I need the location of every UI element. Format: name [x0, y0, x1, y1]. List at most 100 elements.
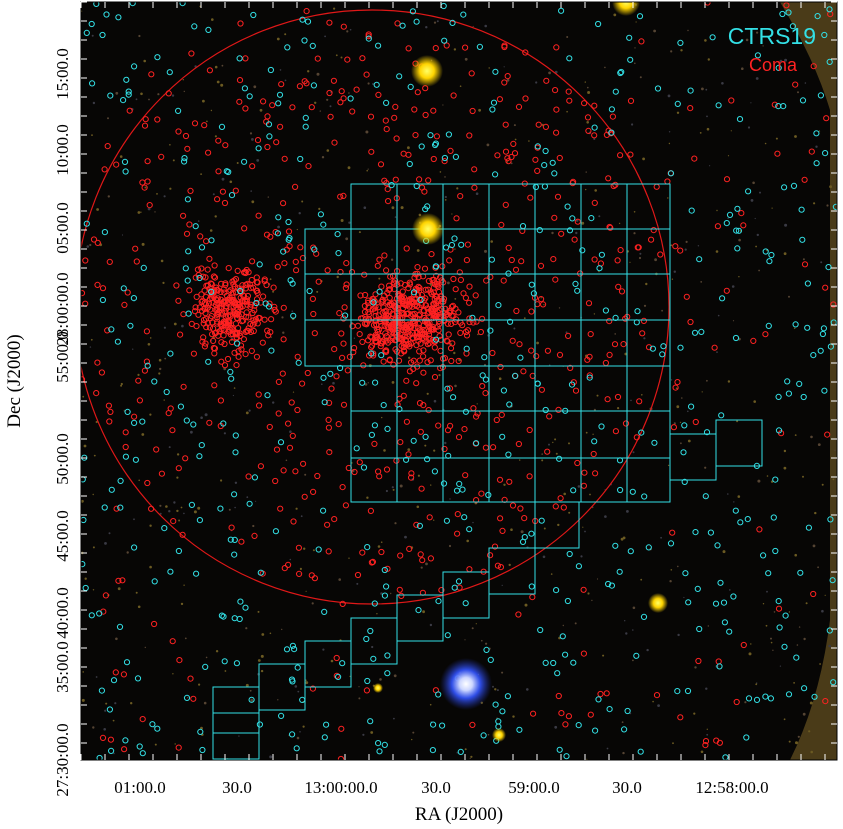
coma-marker [383, 337, 390, 344]
coma-marker [385, 198, 392, 205]
faint-star [834, 449, 836, 451]
coma-marker [740, 641, 747, 649]
ctrs19-marker [645, 544, 652, 551]
coma-marker [386, 357, 393, 364]
faint-star [668, 131, 671, 133]
faint-star [168, 446, 171, 449]
coma-marker [273, 139, 280, 146]
coma-marker [462, 328, 470, 336]
faint-star [140, 211, 142, 213]
coma-marker [441, 158, 448, 165]
faint-star [353, 337, 356, 339]
coma-marker [533, 353, 540, 360]
survey-tile [212, 686, 260, 734]
faint-star [184, 637, 187, 640]
faint-star [256, 159, 260, 162]
coma-marker [239, 282, 246, 289]
coma-marker [242, 285, 249, 292]
y-axis-title: Dec (J2000) [4, 334, 25, 427]
ctrs19-marker [602, 307, 610, 314]
coma-marker [394, 306, 402, 313]
faint-star [392, 488, 395, 491]
faint-star [750, 102, 752, 104]
coma-marker [341, 304, 348, 311]
bright-star [648, 593, 668, 613]
ctrs19-marker [606, 706, 613, 713]
ctrs19-marker [384, 670, 391, 677]
faint-star [752, 181, 755, 185]
coma-marker [175, 465, 182, 472]
ctrs19-marker [441, 37, 448, 44]
coma-marker [606, 318, 613, 325]
faint-star [673, 270, 676, 273]
ctrs19-marker [406, 160, 413, 168]
ctrs19-marker [384, 652, 391, 659]
faint-star [223, 432, 226, 435]
faint-star [671, 278, 674, 280]
faint-star [159, 504, 162, 507]
faint-star [596, 394, 599, 397]
faint-star [311, 602, 314, 605]
faint-star [693, 712, 696, 715]
faint-star [540, 297, 542, 299]
coma-marker [325, 424, 332, 431]
coma-marker [822, 698, 829, 705]
coma-marker [280, 200, 287, 207]
ctrs19-marker [285, 218, 292, 226]
coma-marker [180, 383, 187, 390]
ctrs19-marker [114, 338, 122, 345]
ctrs19-marker [559, 633, 566, 640]
coma-marker [337, 755, 345, 760]
faint-star [439, 171, 442, 173]
faint-star [107, 195, 111, 198]
coma-marker [395, 324, 402, 331]
ctrs19-marker [184, 277, 191, 284]
coma-marker [478, 490, 485, 497]
coma-marker [136, 397, 143, 404]
ctrs19-marker [617, 486, 624, 494]
ctrs19-marker [775, 393, 782, 400]
faint-star [738, 276, 740, 278]
coma-marker [169, 427, 176, 434]
coma-marker [728, 97, 735, 104]
faint-star [585, 431, 588, 434]
ctrs19-marker [667, 170, 675, 177]
faint-star [618, 222, 621, 225]
faint-star [301, 200, 304, 203]
faint-star [338, 578, 342, 581]
faint-star [477, 333, 479, 336]
coma-marker [420, 353, 427, 360]
ctrs19-marker [775, 103, 782, 110]
faint-star [119, 155, 123, 158]
coma-marker [232, 187, 239, 194]
coma-marker [585, 127, 592, 134]
coma-marker [340, 192, 347, 199]
ctrs19-marker [231, 491, 238, 498]
coma-marker [406, 343, 413, 350]
coma-marker [411, 315, 419, 322]
coma-marker [462, 472, 469, 479]
faint-star [390, 592, 392, 595]
coma-marker [392, 176, 399, 183]
faint-star [638, 256, 642, 260]
ctrs19-marker [595, 20, 602, 28]
coma-marker [499, 527, 506, 535]
faint-star [172, 159, 175, 162]
coma-marker [292, 258, 299, 265]
coma-marker [285, 561, 292, 569]
ctrs19-marker [707, 529, 715, 536]
ctrs19-marker [253, 299, 260, 307]
ctrs19-marker [443, 517, 450, 524]
ctrs19-marker [196, 517, 203, 524]
coma-marker [408, 298, 415, 305]
coma-marker [526, 473, 533, 480]
coma-marker [400, 344, 407, 351]
coma-marker [215, 137, 222, 144]
coma-marker [526, 426, 533, 434]
coma-marker [801, 176, 808, 183]
coma-marker [225, 328, 232, 335]
ctrs19-marker [800, 393, 807, 401]
faint-star [812, 544, 816, 548]
coma-marker [394, 20, 401, 27]
ctrs19-marker [817, 347, 824, 354]
